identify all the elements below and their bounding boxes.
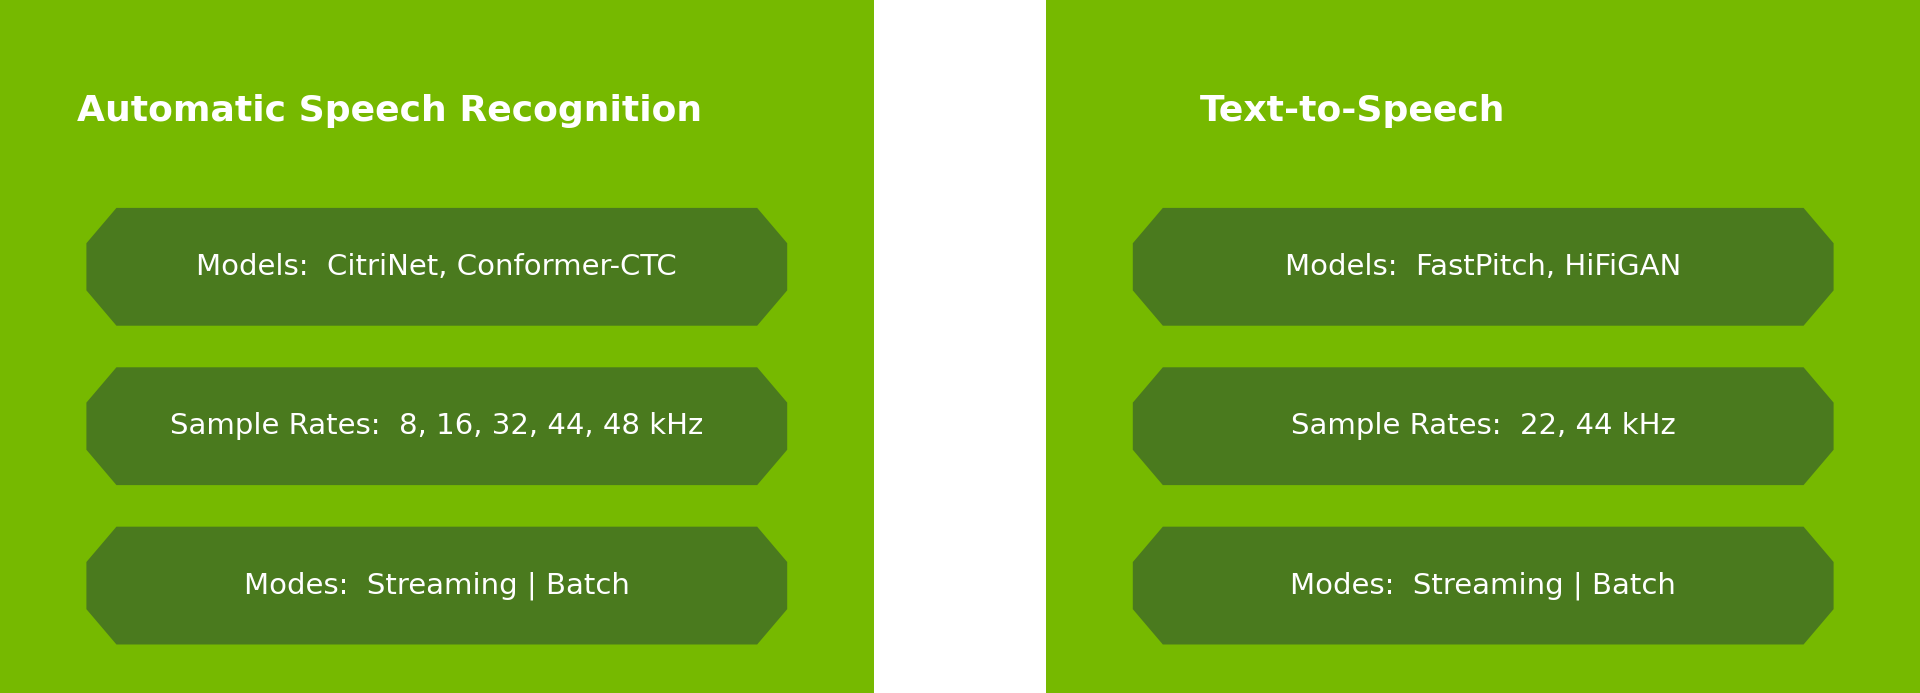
FancyBboxPatch shape xyxy=(1046,0,1920,693)
Polygon shape xyxy=(86,527,787,644)
Text: Sample Rates:  8, 16, 32, 44, 48 kHz: Sample Rates: 8, 16, 32, 44, 48 kHz xyxy=(171,412,703,440)
Polygon shape xyxy=(1133,208,1834,326)
Polygon shape xyxy=(86,367,787,485)
Polygon shape xyxy=(1133,527,1834,644)
Text: Modes:  Streaming | Batch: Modes: Streaming | Batch xyxy=(1290,571,1676,600)
Text: Text-to-Speech: Text-to-Speech xyxy=(1200,94,1505,128)
Text: Automatic Speech Recognition: Automatic Speech Recognition xyxy=(77,94,703,128)
Polygon shape xyxy=(86,208,787,326)
Text: Modes:  Streaming | Batch: Modes: Streaming | Batch xyxy=(244,571,630,600)
Text: Models:  CitriNet, Conformer-CTC: Models: CitriNet, Conformer-CTC xyxy=(196,253,678,281)
Text: Models:  FastPitch, HiFiGAN: Models: FastPitch, HiFiGAN xyxy=(1284,253,1682,281)
Text: Sample Rates:  22, 44 kHz: Sample Rates: 22, 44 kHz xyxy=(1290,412,1676,440)
Polygon shape xyxy=(1133,367,1834,485)
FancyBboxPatch shape xyxy=(0,0,874,693)
